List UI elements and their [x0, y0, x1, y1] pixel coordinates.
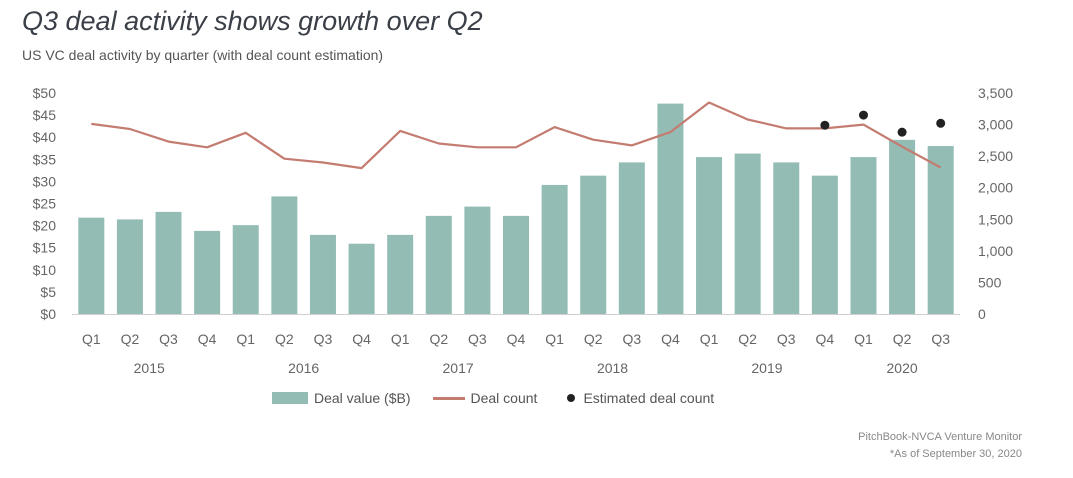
x-tick-label: Q3: [468, 331, 487, 347]
year-label: 2018: [597, 360, 628, 376]
estimated-point: [858, 110, 868, 120]
legend-label-estimated: Estimated deal count: [583, 390, 715, 406]
bar: [889, 139, 916, 314]
x-tick-label: Q4: [198, 331, 217, 347]
bar: [464, 206, 491, 314]
bar: [734, 153, 761, 314]
year-label: 2020: [887, 360, 918, 376]
chart-subtitle: US VC deal activity by quarter (with dea…: [22, 47, 384, 63]
legend-item-deal-count: Deal count: [432, 390, 538, 406]
legend-item-estimated: Estimated deal count: [559, 390, 714, 406]
legend-label-deal-count: Deal count: [470, 390, 538, 406]
y-left-tick-label: $40: [33, 129, 57, 145]
x-tick-label: Q1: [391, 331, 410, 347]
as-of-note: *As of September 30, 2020: [889, 448, 1022, 460]
source-note: PitchBook-NVCA Venture Monitor *As of Se…: [858, 429, 1022, 463]
x-tick-label: Q2: [738, 331, 757, 347]
bar: [425, 215, 452, 314]
y-left-tick-label: $20: [33, 218, 57, 234]
y-left-tick-label: $45: [33, 107, 57, 123]
bar: [348, 243, 375, 314]
x-tick-label: Q2: [275, 331, 294, 347]
y-right-tick-label: 2,500: [978, 148, 1013, 164]
x-tick-label: Q1: [545, 331, 564, 347]
x-tick-label: Q4: [816, 331, 835, 347]
bar: [811, 175, 838, 314]
bar: [194, 230, 221, 314]
x-tick-label: Q1: [236, 331, 255, 347]
bar: [155, 211, 182, 314]
bar: [696, 157, 723, 314]
bar: [271, 196, 298, 314]
x-tick-label: Q3: [159, 331, 178, 347]
y-left-tick-label: $5: [40, 284, 56, 300]
year-label: 2019: [751, 360, 782, 376]
chart-legend: Deal value ($B) Deal count Estimated dea…: [272, 390, 736, 406]
bar: [657, 103, 684, 314]
x-tick-label: Q3: [622, 331, 641, 347]
x-tick-label: Q2: [429, 331, 448, 347]
source-text: PitchBook-NVCA Venture Monitor: [858, 431, 1022, 443]
legend-label-deal-value: Deal value ($B): [314, 390, 411, 406]
x-tick-label: Q2: [121, 331, 140, 347]
y-left-tick-label: $50: [33, 85, 57, 101]
bar: [309, 234, 336, 314]
x-tick-label: Q1: [854, 331, 873, 347]
legend-swatch-dot: [567, 394, 576, 402]
y-right-tick-label: 2,000: [978, 180, 1013, 196]
bar: [232, 225, 259, 314]
y-left-tick-label: $15: [33, 240, 57, 256]
legend-swatch-line: [432, 396, 465, 400]
x-tick-label: Q4: [507, 331, 526, 347]
legend-swatch-bar: [272, 392, 308, 404]
y-right-tick-label: 500: [978, 274, 1002, 290]
y-left-tick-label: $0: [40, 306, 56, 322]
estimated-point: [897, 127, 907, 137]
bar: [927, 146, 954, 314]
y-left-tick-label: $35: [33, 151, 57, 167]
bar: [503, 215, 529, 314]
x-tick-label: Q2: [893, 331, 912, 347]
bar: [580, 175, 607, 314]
y-left-tick-label: $30: [33, 173, 57, 189]
y-right-tick-label: 1,500: [978, 211, 1013, 227]
x-tick-label: Q4: [352, 331, 371, 347]
y-left-tick-label: $10: [33, 262, 57, 278]
bar: [850, 157, 877, 314]
deal-count-line: [91, 101, 942, 170]
x-tick-label: Q2: [584, 331, 603, 347]
bar: [116, 219, 143, 314]
x-tick-label: Q3: [777, 331, 796, 347]
bar: [773, 162, 800, 314]
y-right-tick-label: 0: [978, 306, 986, 322]
y-right-tick-label: 3,500: [978, 85, 1013, 101]
x-tick-label: Q1: [700, 331, 719, 347]
bar: [78, 217, 105, 314]
estimated-point: [820, 120, 830, 130]
x-tick-label: Q1: [82, 331, 101, 347]
bar: [541, 184, 568, 314]
x-tick-label: Q3: [314, 331, 333, 347]
year-label: 2016: [288, 360, 319, 376]
year-label: 2017: [443, 360, 474, 376]
year-label: 2015: [134, 360, 165, 376]
chart-title: Q3 deal activity shows growth over Q2: [22, 6, 483, 36]
bar: [387, 234, 414, 314]
estimated-point: [936, 118, 946, 128]
y-right-tick-label: 1,000: [978, 243, 1013, 259]
bar: [618, 162, 645, 314]
x-tick-label: Q3: [931, 331, 950, 347]
legend-item-deal-value: Deal value ($B): [272, 390, 411, 406]
y-left-tick-label: $25: [33, 196, 57, 212]
x-tick-label: Q4: [661, 331, 680, 347]
y-right-tick-label: 3,000: [978, 117, 1013, 133]
